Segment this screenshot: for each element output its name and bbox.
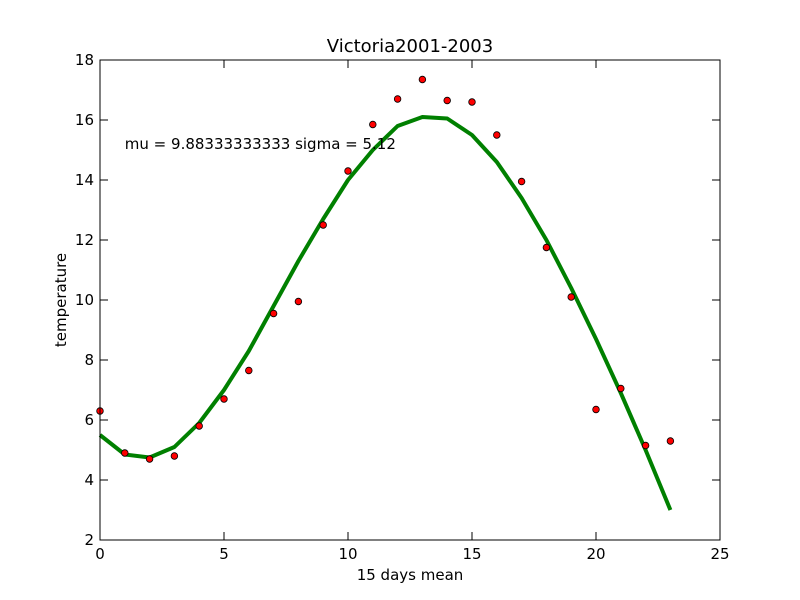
x-tick-label: 0 — [95, 545, 105, 563]
y-tick-label: 8 — [84, 351, 94, 369]
data-point — [393, 95, 402, 103]
y-tick-label: 10 — [75, 291, 94, 309]
x-tick-label: 10 — [338, 545, 357, 563]
y-tick-label: 16 — [75, 111, 94, 129]
y-axis-label: temperature — [52, 253, 70, 347]
data-point — [195, 422, 203, 430]
data-point — [418, 75, 427, 84]
data-point — [468, 98, 476, 106]
y-tick-label: 12 — [75, 231, 94, 249]
data-point — [542, 243, 551, 252]
data-point — [170, 452, 179, 460]
data-point — [592, 405, 600, 414]
x-axis-label: 15 days mean — [357, 566, 464, 584]
y-tick-label: 18 — [75, 51, 94, 69]
data-point — [517, 177, 526, 186]
y-tick-label: 2 — [84, 531, 94, 549]
y-tick-label: 6 — [84, 411, 94, 429]
data-point — [493, 131, 501, 139]
data-point — [319, 221, 327, 229]
data-point — [344, 167, 352, 175]
x-tick-label: 15 — [462, 545, 481, 563]
x-tick-label: 20 — [586, 545, 605, 563]
plot-area — [100, 60, 720, 540]
data-point — [294, 297, 303, 306]
data-point — [567, 293, 575, 301]
fit-curve-layer — [98, 115, 673, 511]
x-tick-label: 5 — [219, 545, 229, 563]
tick-labels-layer: 0 5 10 15 20 25 2 4 6 8 10 12 14 16 18 — [75, 51, 730, 563]
data-point — [443, 96, 451, 105]
data-point — [269, 309, 278, 318]
y-tick-label: 14 — [75, 171, 94, 189]
data-point — [666, 437, 675, 445]
data-point — [121, 449, 129, 457]
data-point — [617, 384, 625, 393]
plot-frame — [99, 59, 721, 541]
data-point — [145, 455, 154, 463]
fit-curve-line — [98, 115, 673, 511]
data-point — [369, 120, 377, 129]
chart-title: Victoria2001-2003 — [327, 36, 493, 57]
data-point — [220, 395, 228, 403]
data-points-layer — [96, 75, 675, 463]
data-point — [641, 441, 650, 450]
mu-sigma-annotation: mu = 9.88333333333 sigma = 5.12 — [125, 135, 396, 153]
x-tick-label: 25 — [710, 545, 729, 563]
y-tick-label: 4 — [84, 471, 94, 489]
data-point — [245, 366, 253, 375]
